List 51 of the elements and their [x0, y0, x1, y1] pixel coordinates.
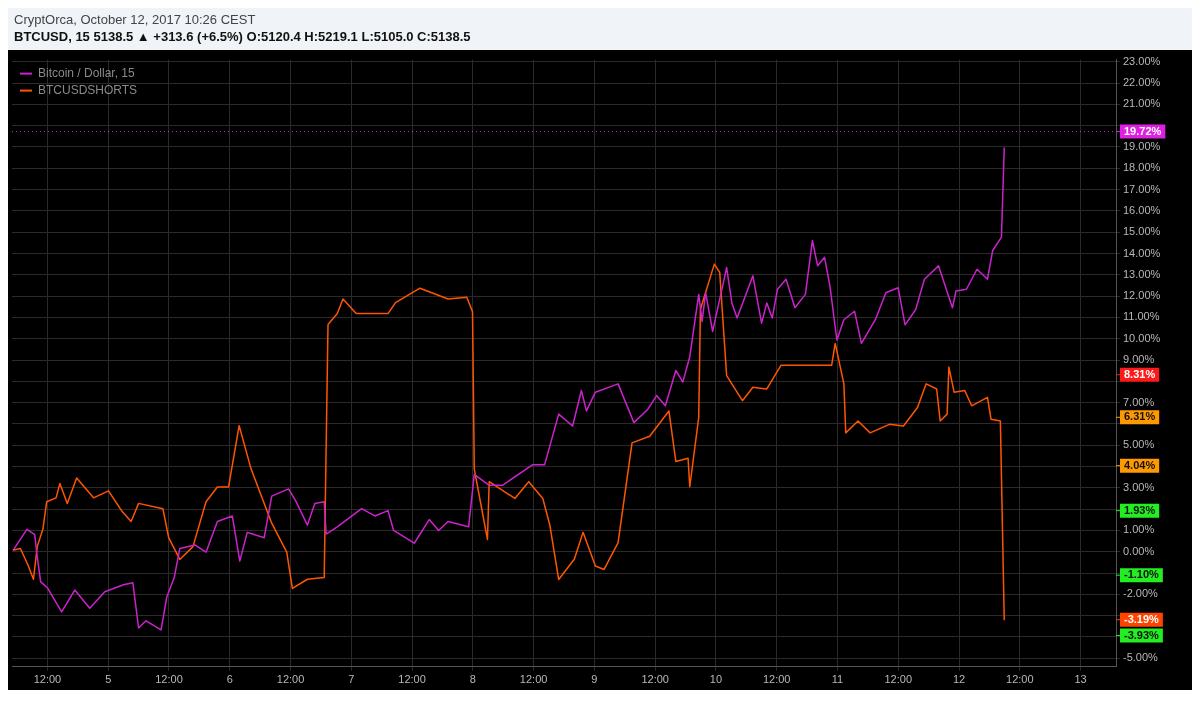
x-tick-label: 13 — [1074, 673, 1087, 686]
x-tick-label: 12:00 — [884, 673, 912, 686]
text: 1.93% — [1124, 503, 1156, 516]
x-tick-label: 9 — [591, 673, 598, 686]
x-tick-label: 11 — [831, 673, 844, 686]
ref-line-label: 19.72% — [1124, 124, 1162, 137]
x-tick-label: 6 — [226, 673, 233, 686]
y-tick-label: 13.00% — [1123, 267, 1161, 280]
x-tick-label: 8 — [469, 673, 476, 686]
chart-title: BTCUSD, 15 5138.5 ▲ +313.6 (+6.5%) O:5120.4 H:5219.1 L:5105.0 C:5138.5 — [13, 29, 472, 46]
x-tick-label: 12:00 — [155, 673, 183, 686]
legend-label: Bitcoin / Dollar, 15 — [38, 65, 136, 80]
text: -3.93% — [1124, 628, 1160, 641]
x-tick-label: 12:00 — [762, 673, 791, 686]
chart-subtitle: CryptOrca, October 12, 2017 10:26 CEST — [13, 11, 257, 29]
y-tick-label: 1.00% — [1123, 523, 1155, 536]
y-tick-label: 12.00% — [1123, 289, 1161, 302]
y-tick-label: -2.00% — [1123, 587, 1159, 600]
y-tick-label: 22.00% — [1123, 76, 1161, 89]
y-tick-label: 5.00% — [1123, 438, 1155, 451]
text: 4.04% — [1124, 458, 1156, 471]
text: -3.19% — [1124, 612, 1160, 625]
x-tick-label: 5 — [105, 673, 112, 686]
text: -1.10% — [1124, 568, 1160, 581]
y-tick-label: 17.00% — [1123, 182, 1161, 195]
x-tick-label: 12 — [952, 673, 966, 686]
x-tick-label: 7 — [348, 673, 355, 686]
y-tick-label: 11.00% — [1123, 310, 1160, 323]
x-tick-label: 12:00 — [519, 673, 548, 686]
y-tick-label: 19.00% — [1123, 139, 1161, 152]
y-tick-label: 3.00% — [1123, 480, 1155, 493]
y-tick-label: 15.00% — [1123, 225, 1161, 238]
x-tick-label: 12:00 — [398, 673, 426, 686]
y-tick-label: 9.00% — [1123, 353, 1155, 366]
y-tick-label: 23.00% — [1123, 54, 1161, 67]
y-tick-label: 10.00% — [1123, 331, 1161, 344]
x-tick-label: 12:00 — [1006, 673, 1034, 686]
text: 8.31% — [1124, 367, 1156, 380]
y-tick-label: 0.00% — [1123, 544, 1155, 557]
x-tick-label: 12:00 — [276, 673, 305, 686]
y-tick-label: 7.00% — [1123, 395, 1155, 408]
legend-label: BTCUSDSHORTS — [38, 82, 138, 97]
x-tick-label: 10 — [709, 673, 723, 686]
y-tick-label: 14.00% — [1123, 246, 1161, 259]
y-tick-label: 16.00% — [1123, 203, 1161, 216]
text: 6.31% — [1124, 410, 1156, 423]
x-tick-label: 12:00 — [33, 673, 62, 686]
y-tick-label: 18.00% — [1123, 161, 1161, 174]
x-tick-label: 12:00 — [641, 673, 669, 686]
y-tick-label: 21.00% — [1123, 97, 1161, 110]
y-tick-label: -5.00% — [1123, 651, 1159, 664]
